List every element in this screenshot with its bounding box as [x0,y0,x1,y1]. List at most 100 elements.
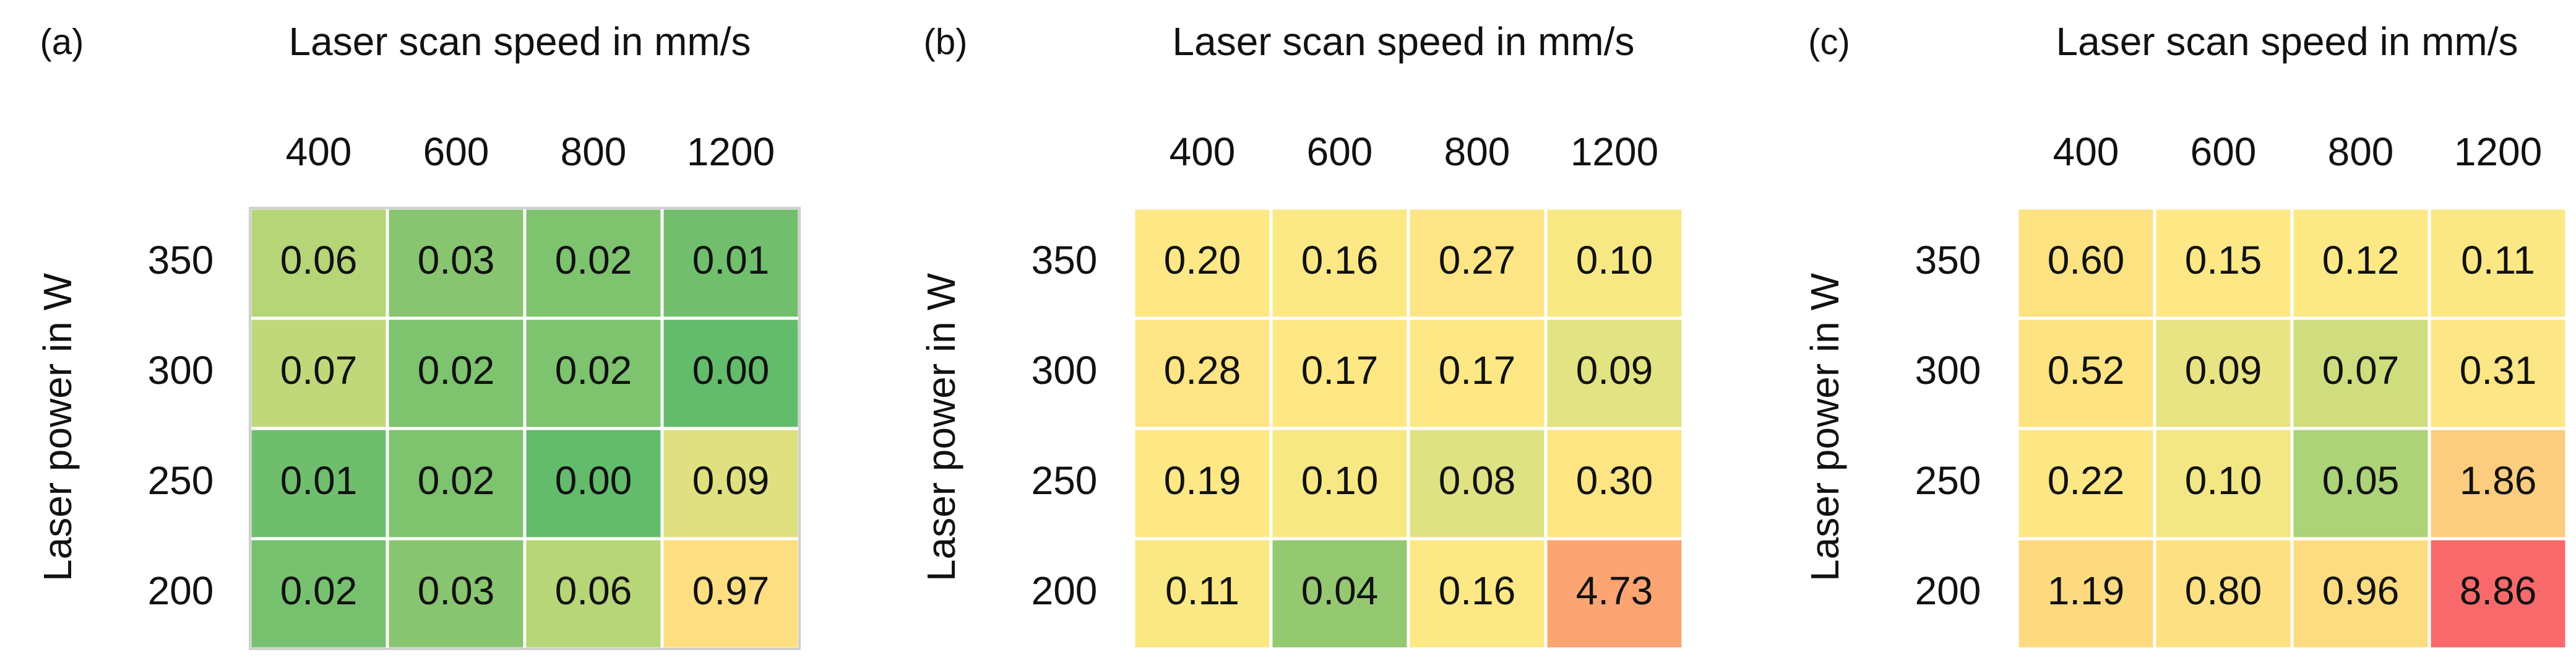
cell-value-label: 0.08 [1439,458,1516,503]
y-axis-title: Laser power in W [35,272,80,581]
cell-value-label: 0.00 [555,458,632,503]
heatmap-cell [2153,427,2294,541]
y-tick-label: 300 [1915,348,1981,393]
cell-value-label: 0.11 [2461,238,2535,282]
y-tick-label: 300 [1032,348,1098,393]
heatmap-cell [1269,427,1410,541]
cell-value-label: 0.06 [280,238,358,282]
cell-value-label: 0.60 [2048,238,2125,282]
heatmap-cell [660,427,801,541]
cell-value-label: 0.09 [1576,348,1653,393]
cell-value-label: 0.11 [1165,568,1239,613]
cell-value-label: 0.02 [555,238,632,282]
cell-value-label: 4.73 [1576,568,1653,613]
x-tick-label: 1200 [1570,129,1658,174]
x-tick-label: 400 [2053,129,2119,174]
cell-value-label: 0.10 [2185,458,2262,503]
heatmap-cell [1544,206,1685,320]
cell-value-label: 0.05 [2322,458,2400,503]
x-tick-label: 600 [423,129,489,174]
cell-value-label: 0.03 [418,238,495,282]
cell-value-label: 0.16 [1301,238,1379,282]
cell-value-label: 0.96 [2322,568,2400,613]
cell-value-label: 0.01 [692,238,770,282]
heatmap-cell [2290,316,2431,430]
heatmap-cell [1544,316,1685,430]
x-tick-label: 600 [2190,129,2257,174]
heatmap-cell [1406,427,1548,541]
cell-value-label: 0.07 [2322,348,2400,393]
cell-value-label: 0.17 [1439,348,1516,393]
heatmap-cell [1132,537,1273,651]
x-axis-title: Laser scan speed in mm/s [1173,19,1635,64]
heatmap-panel-3: (c) Laser scan speed in mm/s Laser power i… [1803,19,2569,651]
y-tick-label: 200 [148,568,214,613]
heatmap-cell [1269,537,1410,651]
heatmap-cell [1269,316,1410,430]
cell-value-label: 1.19 [2048,568,2125,613]
cell-value-label: 8.86 [2460,568,2537,613]
heatmap-cell [1132,206,1273,320]
cell-value-label: 0.02 [555,348,632,393]
x-tick-label: 800 [561,129,627,174]
cell-value-label: 1.86 [2460,458,2537,503]
cell-value-label: 0.28 [1164,348,1241,393]
y-tick-label: 300 [148,348,214,393]
y-tick-label: 200 [1032,568,1098,613]
cell-value-label: 0.52 [2048,348,2125,393]
cell-value-label: 0.31 [2460,348,2537,393]
cell-value-label: 0.02 [418,348,495,393]
cell-value-label: 0.03 [418,568,495,613]
cell-value-label: 0.97 [692,568,770,613]
heatmap-cell [2015,427,2156,541]
cell-value-label: 0.22 [2048,458,2125,503]
cell-value-label: 0.00 [692,348,770,393]
heatmap-cell [2290,206,2431,320]
cell-value-label: 0.02 [418,458,495,503]
cell-value-label: 0.02 [280,568,358,613]
heatmap-cell [2153,537,2294,651]
y-axis-title: Laser power in W [919,272,963,581]
y-axis-title: Laser power in W [1803,272,1847,581]
y-tick-label: 250 [1032,458,1098,503]
cell-value-label: 0.16 [1439,568,1516,613]
y-tick-label: 350 [1915,238,1981,282]
heatmap-cell [1406,316,1548,430]
cell-value-label: 0.80 [2185,568,2262,613]
cell-value-label: 0.06 [555,568,632,613]
cell-value-label: 0.10 [1576,238,1653,282]
heatmap-cell [386,537,527,651]
heatmap-panel-1: (a) Laser scan speed in mm/s Laser power i… [35,19,801,651]
heatmap-cell [386,427,527,541]
x-tick-label: 400 [1170,129,1236,174]
cell-value-label: 0.07 [280,348,358,393]
y-tick-label: 350 [148,238,214,282]
heatmap-cell [1544,537,1685,651]
panel-label: (b) [924,22,968,62]
cell-value-label: 0.09 [2185,348,2262,393]
heatmap-cell [2427,427,2569,541]
x-tick-label: 600 [1307,129,1373,174]
y-tick-label: 350 [1032,238,1098,282]
grid-outline [249,207,801,650]
heatmap-cell [386,316,527,430]
panel-label: (c) [1808,22,1850,62]
heatmap-cell [386,206,527,320]
x-tick-label: 1200 [687,129,775,174]
heatmap-cell [660,537,801,651]
x-tick-label: 400 [286,129,352,174]
heatmap-cell [2427,537,2569,651]
cell-value-label: 0.30 [1576,458,1653,503]
y-tick-label: 200 [1915,568,1981,613]
heatmap-panel-2: (b) Laser scan speed in mm/s Laser power i… [919,19,1685,651]
y-tick-label: 250 [1915,458,1981,503]
heatmap-cell [2290,537,2431,651]
cell-value-label: 0.01 [280,458,358,503]
x-axis-title: Laser scan speed in mm/s [2056,19,2518,64]
cell-value-label: 0.12 [2322,238,2400,282]
cell-value-label: 0.17 [1301,348,1379,393]
cell-value-label: 0.09 [692,458,770,503]
heatmap-cell [2427,206,2569,320]
x-tick-label: 800 [2328,129,2394,174]
